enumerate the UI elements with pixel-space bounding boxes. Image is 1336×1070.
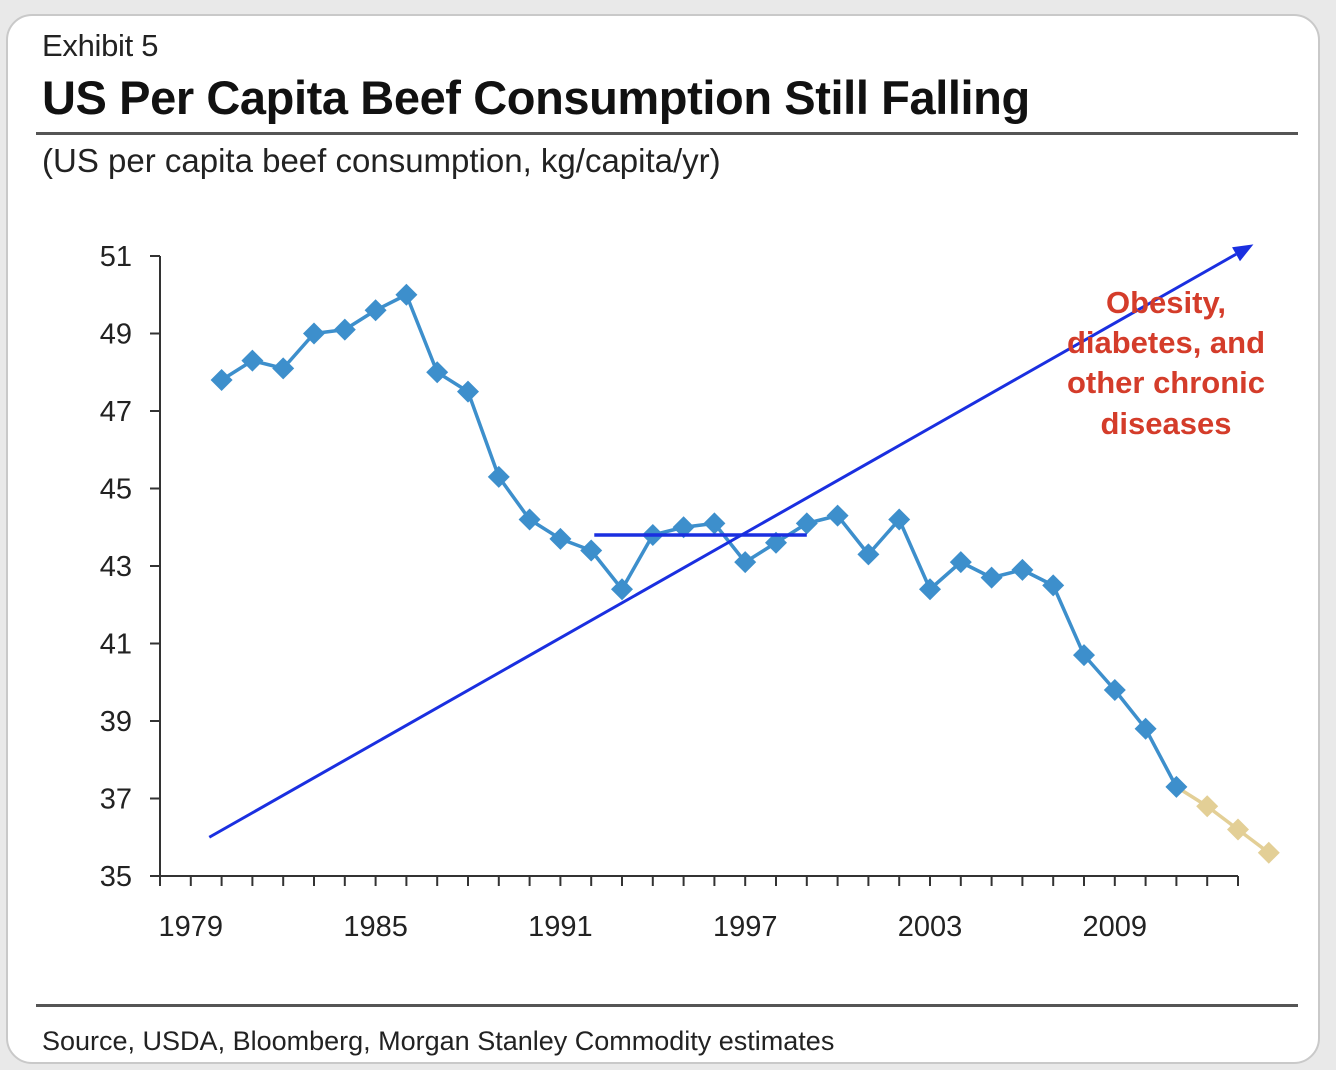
data-point-actual (518, 508, 541, 531)
exhibit-card: Exhibit 5 US Per Capita Beef Consumption… (6, 14, 1320, 1064)
data-point-actual (426, 361, 449, 384)
x-tick-label: 2009 (1083, 911, 1148, 943)
y-tick-label: 45 (100, 474, 132, 506)
y-tick-label: 43 (100, 551, 132, 583)
y-tick-label: 39 (100, 706, 132, 738)
chart-series (210, 283, 1280, 864)
x-tick-label: 1979 (159, 911, 224, 943)
trend-arrow-line (208, 252, 1237, 839)
y-tick-label: 47 (100, 396, 132, 428)
data-point-actual (888, 508, 911, 531)
trend-arrow-head (1232, 244, 1254, 262)
data-point-actual (765, 531, 787, 554)
data-point-actual (672, 516, 695, 539)
chart-overlays (208, 244, 1254, 839)
data-point-actual (333, 318, 356, 341)
data-point-actual (364, 299, 387, 322)
chart-title: US Per Capita Beef Consumption Still Fal… (42, 71, 1030, 124)
data-point-actual (980, 566, 1003, 589)
data-point-actual (795, 512, 818, 535)
data-point-actual (1073, 644, 1095, 667)
data-point-actual (457, 380, 479, 403)
chart-axes: 51 49 47 45 43 41 39 37 35 1979 1985 1991 1997 2003 20… (100, 241, 1239, 943)
data-point-actual (857, 543, 880, 566)
data-point-actual (734, 551, 757, 574)
data-point-actual (1134, 717, 1157, 740)
data-point-actual (826, 504, 849, 527)
annotation-line: diabetes, and (1067, 325, 1265, 360)
x-tick-label: 2003 (898, 911, 963, 943)
annotation-line: diseases (1101, 406, 1232, 441)
y-tick-label: 51 (100, 241, 132, 273)
exhibit-label: Exhibit 5 (42, 28, 159, 63)
data-point-actual (580, 539, 603, 562)
data-point-actual (395, 283, 418, 306)
data-point-estimate (1196, 795, 1219, 818)
annotation-line: Obesity, (1106, 285, 1226, 320)
y-tick-label: 41 (100, 629, 132, 661)
y-tick-label: 49 (100, 319, 132, 351)
x-tick-label: 1997 (713, 911, 778, 943)
data-point-actual (703, 512, 726, 535)
title-divider (36, 132, 1298, 135)
y-tick-label: 37 (100, 784, 132, 816)
data-point-estimate (1227, 818, 1249, 841)
x-tick-label: 1991 (528, 911, 593, 943)
data-point-estimate (1257, 841, 1280, 864)
data-point-actual (487, 465, 510, 488)
footer-divider (36, 1004, 1298, 1007)
annotation-line: other chronic (1067, 365, 1265, 400)
data-point-actual (1042, 574, 1065, 597)
data-point-actual (1103, 679, 1126, 701)
data-point-actual (1165, 775, 1188, 798)
data-point-actual (303, 322, 325, 345)
data-point-actual (949, 551, 972, 574)
chart-annotation: Obesity, diabetes, and other chronic diseas… (1067, 285, 1265, 441)
series-line-estimate (1175, 785, 1270, 855)
data-point-actual (241, 349, 264, 372)
y-tick-label: 35 (100, 861, 132, 893)
data-point-actual (611, 578, 633, 601)
source-note: Source, USDA, Bloomberg, Morgan Stanley … (42, 1026, 835, 1056)
data-point-actual (210, 369, 233, 391)
data-point-actual (919, 578, 941, 601)
data-point-actual (272, 357, 295, 380)
data-point-actual (1011, 558, 1034, 581)
data-point-actual (549, 527, 572, 550)
x-tick-label: 1985 (343, 911, 408, 943)
chart-subtitle: (US per capita beef consumption, kg/capi… (42, 142, 721, 179)
